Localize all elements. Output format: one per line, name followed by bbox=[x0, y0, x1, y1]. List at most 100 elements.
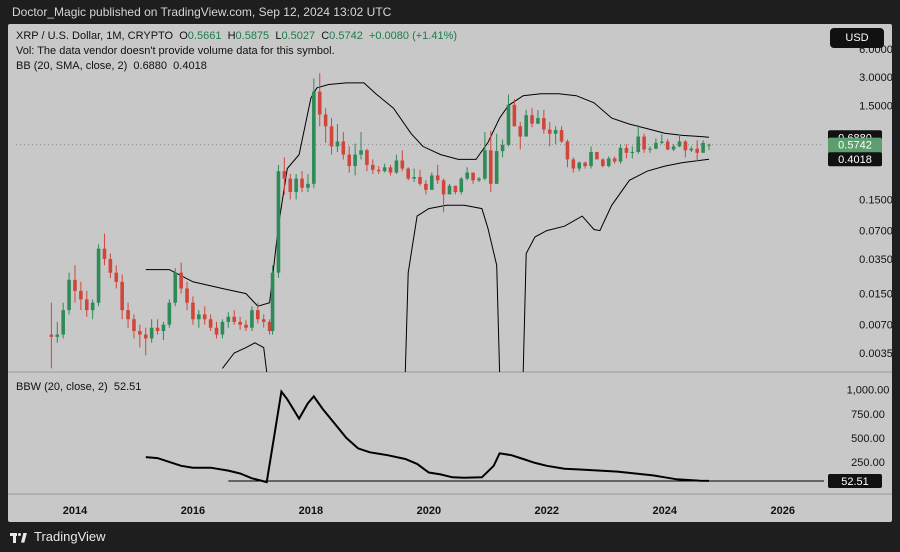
bb-legend[interactable]: BB (20, SMA, close, 2) 0.6880 0.4018 bbox=[16, 60, 207, 72]
candle-body bbox=[418, 177, 422, 184]
low-label: L bbox=[275, 30, 282, 42]
candle-body bbox=[388, 167, 393, 173]
candle-body bbox=[300, 178, 304, 188]
footer: TradingView bbox=[0, 522, 900, 552]
candle-body bbox=[261, 319, 266, 322]
candle-body bbox=[155, 327, 160, 332]
candle-body bbox=[323, 114, 328, 127]
bbw-value-tag: 52.51 bbox=[841, 476, 869, 488]
bb-upper-value: 0.6880 bbox=[133, 60, 168, 72]
candle-body bbox=[471, 172, 475, 181]
bbw-axis-label: 500.00 bbox=[851, 433, 885, 445]
candle-body bbox=[167, 302, 172, 325]
candle-body bbox=[542, 118, 546, 130]
chart-svg[interactable]: 6.00003.00001.50000.15000.07000.03500.01… bbox=[8, 24, 892, 522]
candle-body bbox=[589, 151, 593, 167]
candle-body bbox=[138, 331, 142, 335]
candle-body bbox=[365, 150, 369, 165]
candle-body bbox=[671, 146, 676, 150]
price-axis-label: 0.0035 bbox=[859, 348, 892, 360]
candle-body bbox=[120, 281, 124, 311]
bbw-legend[interactable]: BBW (20, close, 2) 52.51 bbox=[16, 381, 141, 393]
candle-body bbox=[547, 129, 552, 134]
candle-body bbox=[270, 272, 275, 332]
candle-body bbox=[341, 141, 346, 155]
time-axis-label: 2026 bbox=[770, 505, 794, 517]
candle-body bbox=[382, 167, 387, 172]
candle-body bbox=[429, 175, 434, 190]
high-value: 0.5875 bbox=[235, 30, 270, 42]
high-label: H bbox=[227, 30, 236, 42]
candle-body bbox=[441, 180, 446, 195]
candle-body bbox=[359, 150, 363, 155]
candle-body bbox=[424, 183, 428, 190]
close-value: 0.5742 bbox=[329, 30, 363, 42]
candle-body bbox=[512, 104, 517, 127]
bbw-axis-label: 250.00 bbox=[851, 457, 885, 469]
candle-body bbox=[49, 334, 54, 337]
candle-body bbox=[435, 175, 440, 181]
candle-body bbox=[149, 327, 154, 339]
candle-body bbox=[453, 185, 458, 193]
candle-body bbox=[267, 321, 272, 332]
candle-body bbox=[191, 302, 195, 320]
bbw-axis-label: 1,000.00 bbox=[847, 385, 890, 397]
symbol-legend: XRP / U.S. Dollar, 1M, CRYPTO O0.5661 H0… bbox=[16, 30, 457, 42]
candle-body bbox=[506, 104, 511, 145]
candle-body bbox=[530, 115, 534, 124]
candle-body bbox=[595, 151, 599, 160]
time-axis-label: 2024 bbox=[653, 505, 678, 517]
volume-note: Vol: The data vendor doesn't provide vol… bbox=[16, 45, 335, 57]
candle-body bbox=[208, 319, 213, 328]
time-axis-label: 2020 bbox=[417, 505, 441, 517]
candle-body bbox=[232, 316, 237, 322]
candle-body bbox=[630, 151, 635, 153]
bbw-tag-bg bbox=[828, 473, 882, 488]
candle-body bbox=[488, 150, 493, 184]
symbol-name: XRP / U.S. Dollar, 1M, CRYPTO bbox=[16, 30, 174, 42]
candle-body bbox=[79, 290, 83, 300]
open-label: O bbox=[179, 30, 188, 42]
price-axis-label: 3.0000 bbox=[859, 72, 892, 84]
candle-body bbox=[335, 141, 340, 147]
candle-body bbox=[244, 324, 248, 328]
candle-body bbox=[618, 147, 623, 162]
candle-body bbox=[701, 142, 705, 153]
candle-body bbox=[185, 288, 189, 303]
candle-body bbox=[90, 302, 95, 311]
candle-body bbox=[126, 310, 130, 320]
publish-header: Doctor_Magic published on TradingView.co… bbox=[0, 0, 900, 24]
bb-lower-tag: 0.4018 bbox=[838, 154, 872, 166]
price-axis-label: 0.1500 bbox=[859, 194, 892, 206]
candle-body bbox=[96, 248, 101, 303]
candle-body bbox=[256, 310, 260, 320]
candle-body bbox=[695, 148, 699, 153]
bbw-label: BBW (20, close, 2) bbox=[16, 381, 108, 393]
candle-body bbox=[477, 178, 481, 181]
candle-body bbox=[329, 126, 334, 147]
candle-body bbox=[601, 159, 605, 167]
candle-body bbox=[677, 141, 682, 147]
chart-frame[interactable]: 6.0000 3.0000 1.5000 0.1500 0.0700 0.0350 0.01… bbox=[8, 24, 892, 522]
candle-body bbox=[132, 319, 136, 332]
candle-body bbox=[353, 154, 357, 167]
candle-body bbox=[606, 158, 611, 167]
candle-body bbox=[459, 178, 464, 193]
bb-lower-band-segment bbox=[404, 204, 501, 373]
candle-body bbox=[214, 327, 219, 335]
currency-button[interactable]: USD bbox=[830, 28, 884, 48]
candle-body bbox=[84, 299, 89, 311]
candle-body bbox=[500, 144, 505, 152]
candle-body bbox=[202, 314, 207, 320]
price-axis-label: 0.0150 bbox=[859, 289, 892, 301]
candle-body bbox=[483, 150, 487, 179]
candle-body bbox=[707, 144, 711, 146]
candle-body bbox=[161, 324, 166, 332]
candle-body bbox=[276, 171, 281, 273]
candle-body bbox=[143, 334, 148, 339]
candle-body bbox=[238, 321, 242, 325]
bbw-value: 52.51 bbox=[113, 381, 142, 393]
price-axis-label: 1.5000 bbox=[859, 100, 892, 112]
candle-body bbox=[317, 91, 322, 115]
time-axis-label: 2016 bbox=[181, 505, 205, 517]
